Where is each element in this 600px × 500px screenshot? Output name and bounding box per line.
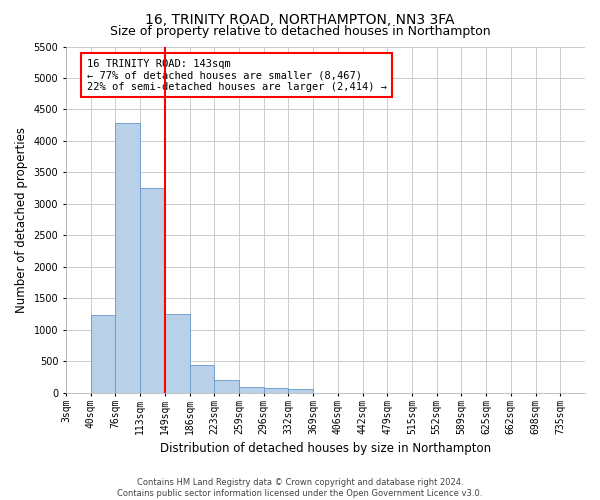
- Bar: [263, 388, 289, 393]
- Text: 16 TRINITY ROAD: 143sqm
← 77% of detached houses are smaller (8,467)
22% of semi: 16 TRINITY ROAD: 143sqm ← 77% of detache…: [87, 58, 387, 92]
- Bar: [115, 124, 140, 393]
- Bar: [165, 314, 190, 393]
- Text: 16, TRINITY ROAD, NORTHAMPTON, NN3 3FA: 16, TRINITY ROAD, NORTHAMPTON, NN3 3FA: [145, 12, 455, 26]
- Text: Contains HM Land Registry data © Crown copyright and database right 2024.
Contai: Contains HM Land Registry data © Crown c…: [118, 478, 482, 498]
- X-axis label: Distribution of detached houses by size in Northampton: Distribution of detached houses by size …: [160, 442, 491, 455]
- Bar: [140, 188, 165, 393]
- Bar: [214, 380, 239, 393]
- Bar: [91, 316, 115, 393]
- Text: Size of property relative to detached houses in Northampton: Size of property relative to detached ho…: [110, 25, 490, 38]
- Bar: [289, 389, 313, 393]
- Bar: [190, 364, 214, 393]
- Bar: [239, 386, 263, 393]
- Y-axis label: Number of detached properties: Number of detached properties: [15, 126, 28, 312]
